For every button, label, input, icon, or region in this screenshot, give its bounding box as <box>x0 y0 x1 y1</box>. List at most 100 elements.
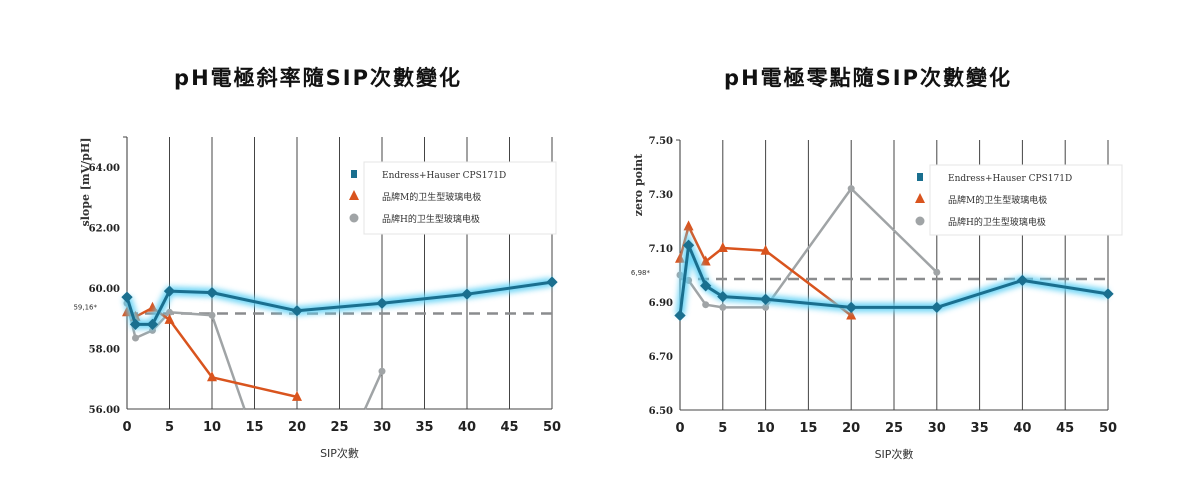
data-point <box>291 305 303 317</box>
data-point <box>717 242 728 252</box>
x-tick-label: 15 <box>245 420 263 435</box>
data-point <box>1102 288 1114 300</box>
y-tick-label: 62.00 <box>89 224 120 235</box>
y-tick-label: 6.50 <box>649 406 673 417</box>
x-tick-label: 35 <box>415 420 433 435</box>
x-axis-label: SIP次數 <box>875 447 914 461</box>
y-tick-label: 64.00 <box>89 163 120 174</box>
data-point <box>546 276 558 288</box>
x-tick-label: 40 <box>458 420 476 435</box>
chart-1: 0 5 10 15 20 25 30 35 40 45 50 56.00 58.00 60.00 62.00… <box>73 136 561 460</box>
series-1 <box>121 276 558 331</box>
data-point <box>292 390 302 401</box>
legend-label: 品牌M的卫生型玻璃电极 <box>382 191 481 203</box>
legend-marker <box>351 170 357 178</box>
data-point <box>376 297 388 309</box>
data-point <box>719 303 727 311</box>
legend-marker <box>917 173 923 181</box>
x-tick-label: 10 <box>203 420 221 435</box>
data-point <box>846 309 857 320</box>
reference-label: 6,98* <box>631 269 651 277</box>
y-tick-label: 56.00 <box>89 405 120 416</box>
y-tick-label: 60.00 <box>89 284 120 295</box>
y-axis-label: slope [mV/pH] <box>79 138 92 227</box>
legend-label: 品牌H的卫生型玻璃电极 <box>948 216 1046 228</box>
x-tick-label: 45 <box>500 420 518 435</box>
data-point <box>163 285 176 297</box>
data-point <box>146 318 159 331</box>
legend-label: 品牌H的卫生型玻璃电极 <box>382 213 480 225</box>
data-point <box>674 309 686 322</box>
x-tick-label: 45 <box>1056 421 1074 436</box>
data-point <box>717 290 729 303</box>
legend-marker <box>915 193 925 203</box>
x-tick-label: 15 <box>799 421 817 436</box>
x-tick-label: 50 <box>1099 421 1117 436</box>
data-point <box>208 311 216 319</box>
reference-label: 59,16* <box>73 303 97 311</box>
series-line <box>125 302 384 410</box>
x-tick-label: 20 <box>842 421 860 436</box>
y-axis-label: zero point <box>632 153 645 216</box>
x-tick-label: 10 <box>757 421 775 436</box>
x-tick-label: 5 <box>718 421 727 436</box>
data-point <box>682 239 695 251</box>
data-point <box>759 293 772 305</box>
data-point <box>378 367 386 375</box>
data-point <box>700 255 711 266</box>
data-point <box>1016 274 1029 287</box>
x-tick-label: 25 <box>885 421 903 436</box>
chart-2: 0 5 10 15 20 25 30 35 40 45 50 6.50 6.70 6.90 7.10 7.30… <box>631 136 1123 461</box>
y-tick-label: 7.10 <box>649 244 673 255</box>
y-tick-label: 7.50 <box>649 136 673 147</box>
x-tick-label: 5 <box>165 420 174 435</box>
data-point <box>700 280 712 292</box>
data-point <box>461 288 473 300</box>
legend-label: Endress+Hauser CPS171D <box>948 174 1072 184</box>
y-tick-label: 6.90 <box>649 298 673 309</box>
legend-marker <box>349 190 359 200</box>
series-1 <box>674 228 1114 322</box>
data-point <box>166 308 173 316</box>
x-tick-label: 30 <box>373 420 391 435</box>
legend-box <box>929 164 1123 236</box>
chart-2-title: pH電極零點隨SIP次數變化 <box>724 66 1012 90</box>
y-tick-label: 7.30 <box>649 190 673 201</box>
legend: Endress+Hauser CPS171D 品牌M的卫生型玻璃电极品牌H的卫生型… <box>349 161 557 235</box>
chart-1-title: pH電極斜率隨SIP次數變化 <box>174 66 462 90</box>
plot-area <box>121 276 558 410</box>
data-point <box>164 313 175 324</box>
legend-box <box>363 161 557 235</box>
x-axis-label: SIP次數 <box>320 446 359 460</box>
data-point <box>207 371 217 382</box>
x-tick-label: 30 <box>928 421 946 436</box>
y-tick-label: 6.70 <box>649 352 673 363</box>
data-point <box>762 303 770 311</box>
x-tick-label: 0 <box>675 421 684 436</box>
plot-area <box>674 185 1114 322</box>
x-tick-label: 40 <box>1013 421 1031 436</box>
data-point <box>206 286 218 299</box>
legend-label: Endress+Hauser CPS171D <box>382 171 506 181</box>
data-point <box>847 185 855 193</box>
data-point <box>702 301 710 309</box>
data-point <box>147 301 158 312</box>
legend-label: 品牌M的卫生型玻璃电极 <box>948 194 1047 206</box>
data-point <box>132 334 139 342</box>
data-point <box>129 318 142 331</box>
legend-marker <box>915 216 925 226</box>
legend: Endress+Hauser CPS171D 品牌M的卫生型玻璃电极品牌H的卫生型… <box>915 164 1123 236</box>
data-point <box>933 268 941 276</box>
x-tick-label: 20 <box>288 420 306 435</box>
data-point <box>683 220 694 231</box>
x-tick-label: 0 <box>122 420 131 435</box>
x-tick-label: 50 <box>543 420 561 435</box>
data-point <box>931 301 943 314</box>
y-tick-label: 58.00 <box>89 345 120 356</box>
data-point <box>760 244 771 255</box>
x-tick-label: 25 <box>330 420 348 435</box>
legend-marker <box>349 213 359 223</box>
x-tick-label: 35 <box>971 421 989 436</box>
